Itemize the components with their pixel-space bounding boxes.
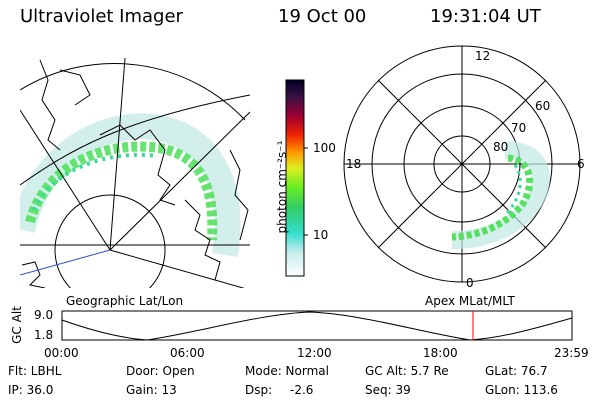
status-glon: GLon: 113.6 <box>485 383 558 397</box>
status-flt: Flt: LBHL <box>8 364 62 378</box>
colorbar-tick-10: 10 <box>313 228 329 242</box>
timeline-xtick-0600: 06:00 <box>170 346 205 360</box>
polar-mlt-0: 0 <box>466 276 474 290</box>
time-label: 19:31:04 UT <box>430 6 541 27</box>
polar-mlt-6: 6 <box>577 157 585 171</box>
status-glat: GLat: 76.7 <box>485 364 548 378</box>
timeline-ytick-low: 1.8 <box>34 328 54 342</box>
status-dsp-value: -2.6 <box>290 383 314 397</box>
geo-caption: Geographic Lat/Lon <box>66 294 184 308</box>
status-gc-alt: GC Alt: 5.7 Re <box>365 364 449 378</box>
polar-lat-60: 60 <box>535 99 551 113</box>
aurora-faint-band <box>20 113 241 257</box>
timeline-xtick-2359: 23:59 <box>554 346 589 360</box>
timeline-xtick-0000: 00:00 <box>44 346 79 360</box>
polar-aurora-band <box>451 154 533 241</box>
status-mode: Mode: Normal <box>245 364 329 378</box>
status-ip: IP: 36.0 <box>8 383 54 397</box>
status-gain: Gain: 13 <box>126 383 177 397</box>
polar-caption: Apex MLat/MLT <box>425 294 515 308</box>
polar-mlt-12: 12 <box>475 49 491 63</box>
polar-aurora-faint <box>451 141 550 249</box>
polar-mlt-18: 18 <box>346 157 362 171</box>
timeline-xtick-1800: 18:00 <box>423 346 458 360</box>
colorbar-tick-100: 100 <box>313 141 336 155</box>
status-dsp-label: Dsp: <box>245 383 273 397</box>
status-door: Door: Open <box>126 364 195 378</box>
polar-lat-80: 80 <box>493 140 509 154</box>
timeline-ytick-high: 9.0 <box>34 308 54 322</box>
aurora-band <box>25 141 218 241</box>
colorbar <box>285 79 308 277</box>
app-title: Ultraviolet Imager <box>20 6 183 27</box>
altitude-curve <box>61 311 573 341</box>
timeline-xtick-1200: 12:00 <box>297 346 332 360</box>
date-label: 19 Oct 00 <box>278 6 367 27</box>
polar-lat-70: 70 <box>511 121 527 135</box>
status-seq: Seq: 39 <box>365 383 411 397</box>
timeline-ylabel: GC Alt <box>9 306 24 344</box>
